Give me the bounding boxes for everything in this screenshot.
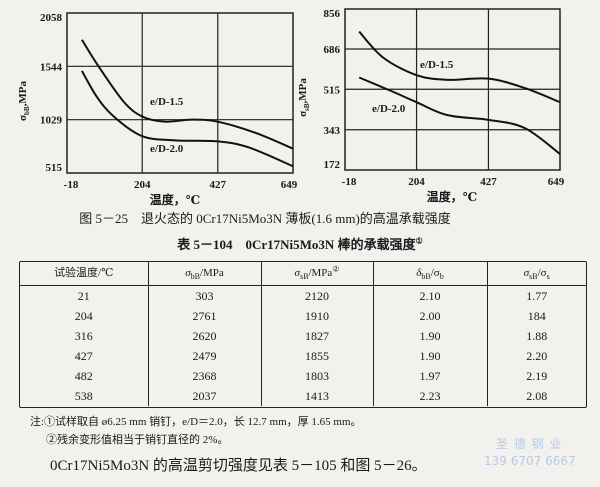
- series-label: e/D-2.0: [372, 103, 406, 115]
- x-tick-label: -18: [64, 179, 79, 191]
- note-2: ②残余变形值相当于销钉直径的 2%。: [46, 434, 229, 446]
- table-cell: 2620: [147, 326, 261, 346]
- y-tick-label: 2058: [40, 12, 63, 24]
- table-row: 538 2037 1413 2.23 2.08: [20, 386, 586, 406]
- table-cell: 204: [74, 309, 93, 323]
- series-line-eD-1-5: [358, 30, 561, 104]
- x-tick-label: -18: [342, 176, 357, 188]
- table-cell: 2120: [260, 285, 373, 306]
- table-cell: 2.20: [486, 346, 586, 366]
- table-cell: 482: [74, 369, 93, 383]
- table-row: 21 303 2120 2.10 1.77: [20, 285, 586, 306]
- series-line-eD-1-5: [81, 39, 294, 150]
- col-header-sigma-bB: σbB/MPa: [147, 262, 261, 286]
- table-cell: 1910: [260, 306, 373, 326]
- series-label: e/D-2.0: [150, 143, 184, 155]
- table-cell: 1803: [260, 366, 373, 386]
- table-cell: 427: [74, 349, 93, 363]
- table-row: 204 2761 1910 2.00 184: [20, 306, 586, 326]
- series-label: e/D-1.5: [420, 59, 454, 71]
- y-axis-label: σbB,MPa: [17, 81, 31, 121]
- table-cell: 2.23: [372, 386, 487, 406]
- table-cell: 316: [74, 329, 93, 343]
- table-cell: 1.88: [486, 326, 586, 346]
- series-line-eD-2-0: [81, 70, 294, 168]
- chart-bearing-strength-sB: 172 343 515 686 856 -18 204 427 649 温度，℃ σsB,MPa e/…: [297, 8, 565, 204]
- figure-5-25: 515 1029 1544 2058 -18 204 427 649 温度，℃ σbB,MPa e/…: [17, 8, 565, 207]
- series-label: e/D-1.5: [150, 96, 184, 108]
- table-cell: 1855: [260, 346, 373, 366]
- col-header-delta-ratio: δbB/σb: [372, 262, 487, 286]
- table-cell: 1.90: [372, 346, 487, 366]
- x-tick-label: 649: [281, 179, 298, 191]
- table-cell: 1413: [260, 386, 373, 406]
- chart-bearing-strength-bB: 515 1029 1544 2058 -18 204 427 649 温度，℃ σbB,MPa e/…: [17, 12, 298, 207]
- col-header-temperature: 试验温度/℃: [20, 262, 148, 286]
- y-tick-label: 515: [46, 162, 63, 174]
- table-cell: 2.19: [486, 366, 586, 386]
- table-cell: 2479: [147, 346, 261, 366]
- y-axis-label: σsB,MPa: [297, 78, 311, 117]
- x-axis-label: 温度，℃: [150, 192, 200, 207]
- figure-caption: 图 5－25 退火态的 0Cr17Ni5Mo3N 薄板(1.6 mm)的高温承载…: [79, 211, 451, 226]
- table-cell: 303: [147, 285, 261, 306]
- y-tick-label: 515: [324, 84, 341, 96]
- table-cell: 21: [77, 289, 90, 303]
- body-paragraph: 0Cr17Ni5Mo3N 的高温剪切强度见表 5－105 和图 5－26。: [50, 458, 427, 474]
- plot-frame: [344, 8, 561, 171]
- table-title: 表 5－104 0Cr17Ni5Mo3N 棒的承载强度①: [177, 236, 423, 252]
- table-cell: 1.97: [372, 366, 487, 386]
- y-tick-label: 1029: [40, 115, 63, 127]
- table-cell: 2368: [147, 366, 261, 386]
- y-tick-label: 343: [324, 125, 341, 137]
- table-row: 427 2479 1855 1.90 2.20: [20, 346, 586, 366]
- table-cell: 2.10: [372, 285, 487, 306]
- table-cell: 184: [486, 306, 586, 326]
- x-axis-label: 温度，℃: [427, 189, 477, 204]
- table-row: 316 2620 1827 1.90 1.88: [20, 326, 586, 346]
- watermark-line1: 圣 德 钢 业: [496, 437, 563, 451]
- table-cell: 1827: [260, 326, 373, 346]
- x-tick-label: 204: [408, 176, 425, 188]
- plot-frame: [66, 12, 294, 174]
- y-tick-label: 1544: [40, 61, 63, 73]
- x-tick-label: 427: [480, 176, 497, 188]
- table-cell: 2761: [147, 306, 261, 326]
- y-tick-label: 172: [324, 159, 341, 171]
- bearing-strength-table: 试验温度/℃ σbB/MPa σsB/MPa② δbB/σb σsB/σs 21…: [20, 262, 586, 406]
- table-row: 482 2368 1803 1.97 2.19: [20, 366, 586, 386]
- note-1: 注:①试样取自 ø6.25 mm 销钉，e/D＝2.0，长 12.7 mm，厚 …: [30, 416, 362, 428]
- x-tick-label: 649: [548, 176, 565, 188]
- table-cell: 538: [74, 389, 93, 403]
- table-cell: 2.08: [486, 386, 586, 406]
- col-header-sigma-sB: σsB/MPa②: [260, 262, 373, 286]
- y-tick-label: 686: [324, 44, 341, 56]
- table-cell: 1.90: [372, 326, 487, 346]
- table-cell: 1.77: [486, 285, 586, 306]
- table-cell: 2037: [147, 386, 261, 406]
- x-tick-label: 204: [134, 179, 151, 191]
- x-tick-label: 427: [210, 179, 227, 191]
- y-tick-label: 856: [324, 8, 341, 20]
- col-header-sigma-ratio: σsB/σs: [486, 262, 586, 286]
- watermark-line2: 139 6707 6667: [484, 454, 576, 468]
- series-line-eD-2-0: [358, 76, 561, 155]
- table-cell: 2.00: [372, 306, 487, 326]
